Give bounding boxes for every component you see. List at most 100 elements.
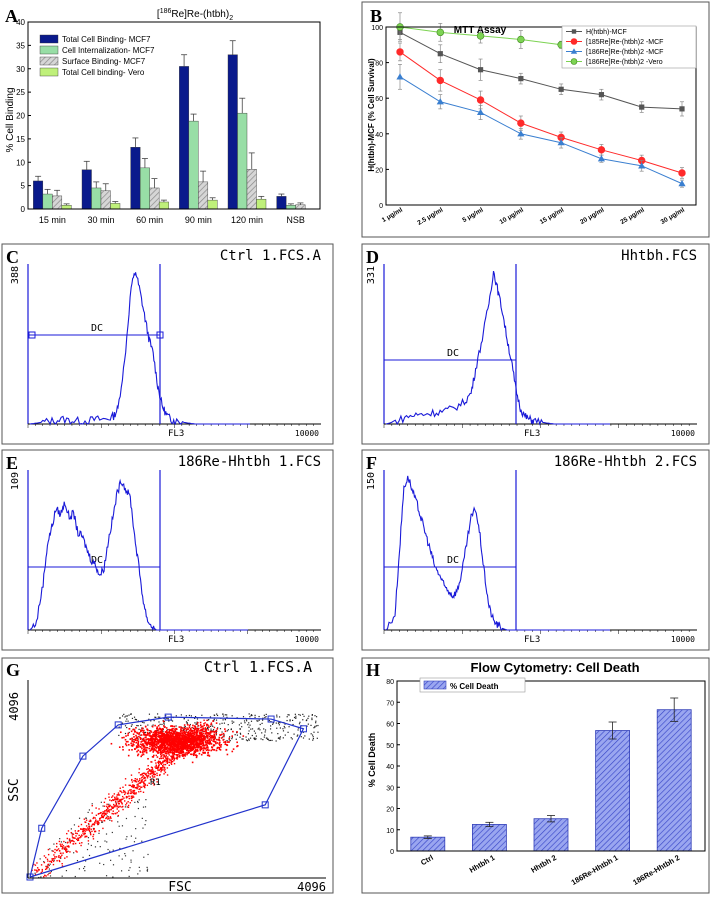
scatter-point	[203, 734, 205, 737]
scatter-point	[166, 717, 168, 720]
bar	[158, 201, 169, 210]
scatter-point	[189, 746, 192, 749]
scatter-point	[203, 736, 205, 738]
chart-title: [186Re]Re-(htbh)2	[157, 8, 233, 22]
scatter-point	[88, 825, 90, 828]
scatter-point	[61, 848, 63, 850]
legend-entry: [185Re]Re-(htbh)2 -MCF	[586, 39, 663, 46]
scatter-point	[109, 799, 111, 801]
scatter-point	[156, 772, 158, 775]
scatter-point	[97, 821, 100, 823]
scatter-point	[206, 723, 208, 726]
scatter-point	[137, 720, 139, 722]
scatter-point	[127, 790, 130, 792]
scatter-point	[186, 739, 188, 741]
scatter-point	[166, 757, 168, 760]
scatter-point	[258, 719, 260, 721]
scatter-point	[212, 720, 214, 722]
scatter-point	[197, 737, 199, 739]
scatter-point	[239, 733, 242, 735]
scatter-point	[96, 820, 98, 823]
scatter-point	[114, 796, 116, 799]
scatter-point	[103, 813, 105, 815]
scatter-point	[210, 725, 212, 727]
scatter-point	[125, 804, 127, 806]
scatter-point	[91, 812, 93, 814]
scatter-point	[142, 772, 144, 775]
scatter-point	[57, 848, 60, 850]
scatter-point	[254, 732, 257, 734]
scatter-point	[45, 875, 47, 877]
scatter-point	[256, 720, 258, 722]
scatter-point	[207, 729, 209, 731]
scatter-point	[142, 746, 145, 748]
scatter-point	[200, 742, 202, 744]
scatter-point	[294, 713, 296, 715]
scatter-point	[129, 867, 131, 869]
scatter-point	[85, 817, 87, 819]
scatter-point	[178, 740, 180, 742]
scatter-point	[213, 718, 215, 721]
scatter-point	[187, 719, 189, 721]
scatter-point	[227, 729, 229, 731]
scatter-point	[188, 733, 191, 735]
scatter-point	[175, 757, 178, 760]
gate-vertex	[299, 725, 307, 733]
scatter-point	[168, 737, 170, 740]
scatter-point	[60, 841, 63, 843]
gate-vertex	[26, 873, 34, 881]
data-point	[571, 29, 577, 34]
scatter-point	[258, 715, 260, 718]
scatter-point	[141, 773, 143, 776]
y-tick-label: 25	[16, 88, 25, 97]
scatter-point	[133, 789, 135, 792]
scatter-point	[101, 820, 103, 822]
scatter-point	[293, 716, 296, 719]
scatter-point	[287, 714, 289, 716]
scatter-point	[182, 752, 184, 754]
scatter-point	[198, 735, 200, 738]
scatter-point	[303, 715, 305, 717]
scatter-point	[103, 801, 106, 804]
scatter-point	[226, 714, 228, 716]
scatter-point	[195, 746, 197, 748]
scatter-point	[211, 724, 213, 726]
scatter-point	[181, 737, 183, 740]
scatter-point	[286, 716, 288, 718]
scatter-point	[124, 806, 126, 808]
scatter-point	[34, 873, 37, 876]
scatter-point	[138, 732, 141, 734]
scatter-point	[158, 769, 160, 771]
scatter-point	[187, 728, 190, 730]
scatter-point	[107, 818, 109, 820]
scatter-point	[37, 870, 39, 872]
scatter-point	[166, 739, 169, 741]
scatter-point	[253, 730, 256, 732]
scatter-point	[121, 722, 124, 724]
scatter-point	[149, 743, 151, 746]
scatter-point	[222, 719, 224, 721]
scatter-point	[132, 850, 134, 852]
data-point	[638, 162, 646, 169]
scatter-point	[190, 729, 193, 732]
scatter-point	[120, 801, 122, 803]
scatter-point	[172, 730, 175, 733]
scatter-point	[206, 725, 208, 727]
scatter-point	[86, 829, 88, 831]
scatter-point	[163, 773, 165, 775]
x-tick-label: 15 μg/ml	[539, 207, 566, 226]
scatter-point	[159, 730, 162, 733]
scatter-point	[142, 791, 145, 793]
scatter-point	[187, 751, 190, 753]
scatter-point	[162, 733, 164, 735]
scatter-point	[194, 737, 196, 739]
scatter-point	[178, 742, 181, 745]
y-tick-label: 15	[16, 135, 25, 144]
scatter-point	[192, 735, 195, 737]
scatter-point	[211, 735, 214, 737]
scatter-point	[193, 737, 196, 740]
scatter-point	[221, 733, 223, 736]
scatter-point	[204, 738, 206, 740]
scatter-point	[312, 739, 314, 741]
scatter-point	[112, 876, 114, 878]
